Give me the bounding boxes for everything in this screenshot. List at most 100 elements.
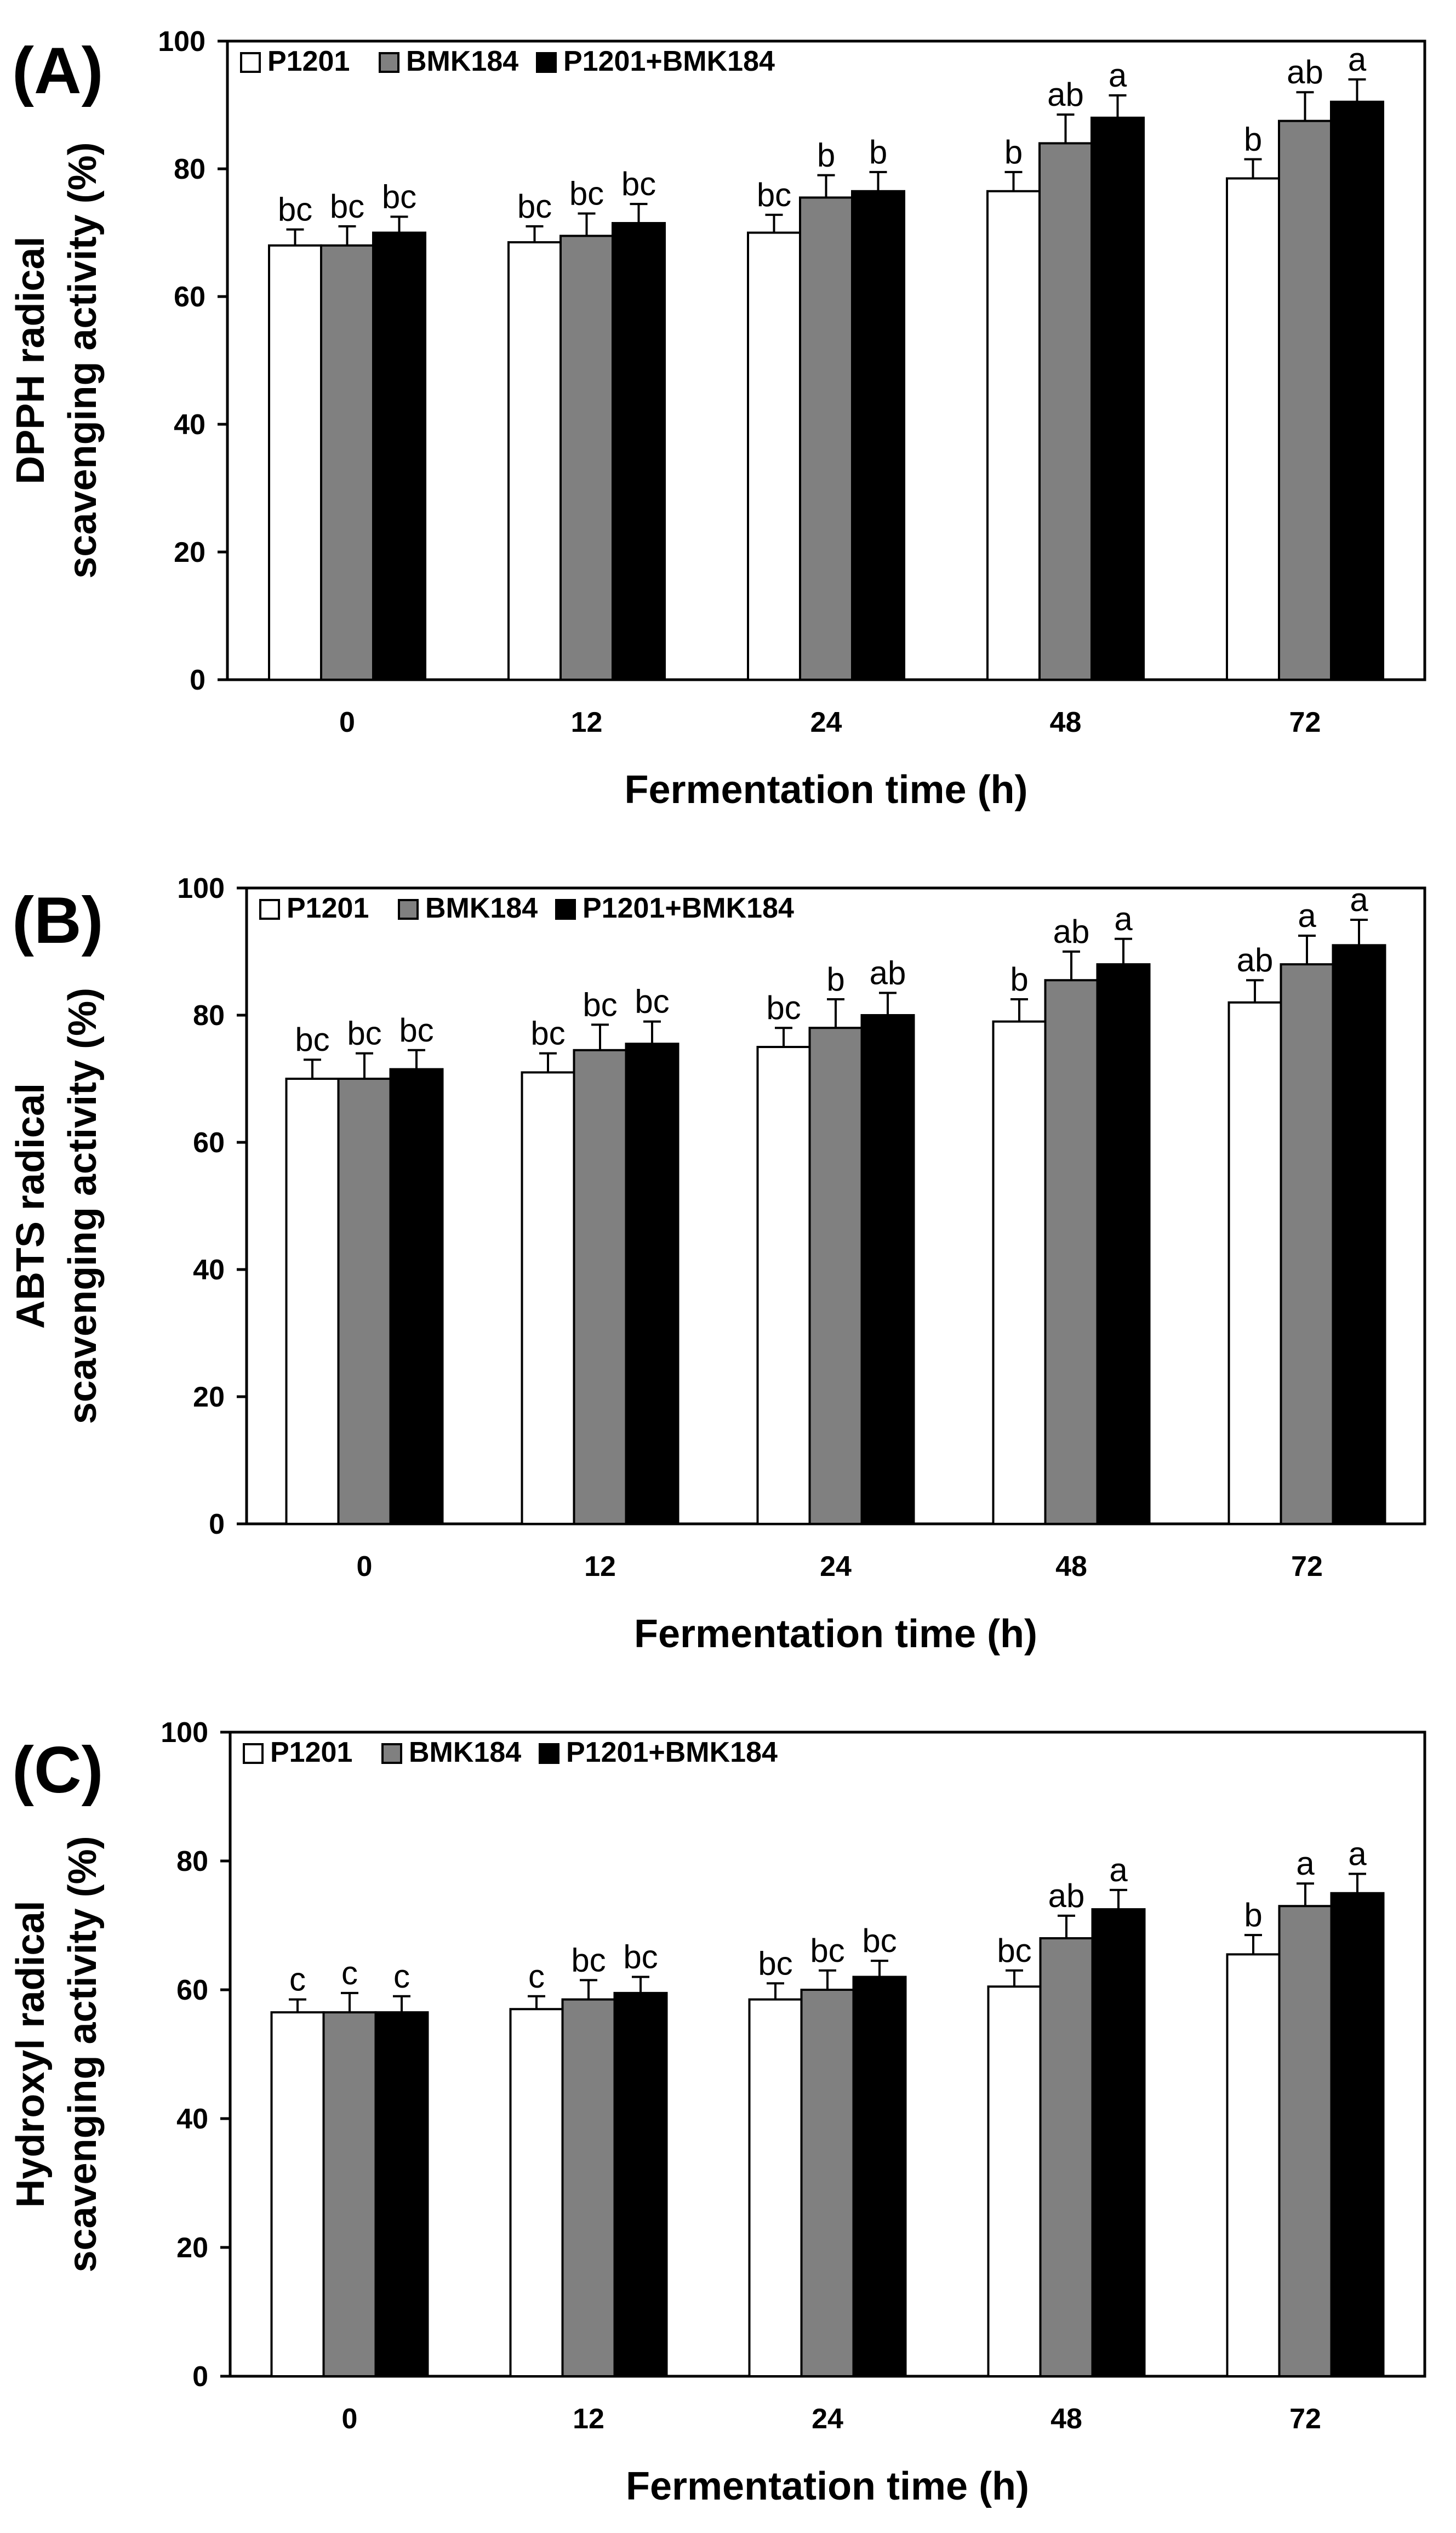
legend-label: P1201+BMK184 [563, 45, 775, 77]
bar-p1201-bmk184-0h [374, 2011, 429, 2377]
significance-letter: a [1350, 881, 1368, 918]
significance-letter: bc [635, 983, 669, 1020]
x-tick-label: 0 [339, 707, 355, 738]
significance-letter: bc [382, 178, 416, 215]
y-tick-label: 80 [193, 1000, 225, 1032]
bar-p1201-24h [756, 1046, 811, 1525]
bar-p1201-0h [270, 2011, 325, 2377]
y-axis-title-line: scavenging activity (%) [61, 142, 105, 578]
significance-letter: ab [1287, 54, 1323, 90]
y-axis-title-line: DPPH radical [9, 236, 53, 484]
y-tick-label: 0 [190, 664, 205, 696]
significance-letter: bc [997, 1932, 1031, 1969]
bar-p1201-bmk184-48h [1090, 116, 1145, 681]
significance-letter: bc [862, 1922, 897, 1959]
bar-p1201-bmk184-48h [1096, 963, 1151, 1525]
significance-letter: b [1244, 1897, 1262, 1933]
x-axis-title: Fermentation time (h) [624, 768, 1027, 812]
bar-bmk184-24h [808, 1027, 863, 1525]
x-tick-label: 24 [820, 1551, 852, 1583]
x-tick-label: 48 [1050, 707, 1082, 738]
significance-letter: a [1296, 1845, 1315, 1882]
significance-letter: bc [758, 1945, 792, 1982]
significance-letter: bc [623, 1939, 658, 1976]
legend-label: P1201 [270, 1737, 352, 1768]
significance-letter: b [817, 137, 835, 174]
y-tick-label: 0 [209, 1509, 225, 1540]
significance-letter: bc [583, 986, 617, 1023]
y-axis-title-line: Hydroxyl radical [9, 1900, 53, 2207]
bar-bmk184-12h [573, 1049, 627, 1526]
bar-p1201-72h [1226, 177, 1280, 681]
bar-p1201-bmk184-0h [389, 1068, 444, 1525]
legend-swatch [398, 899, 419, 920]
y-tick-label: 100 [158, 26, 205, 58]
bar-p1201-24h [747, 231, 801, 681]
bar-p1201-bmk184-0h [372, 231, 426, 681]
y-axis-title-line: scavenging activity (%) [61, 988, 105, 1424]
y-tick-label: 60 [193, 1127, 225, 1159]
x-tick-label: 72 [1291, 1551, 1323, 1583]
y-tick-label: 20 [193, 1381, 225, 1413]
significance-letter: bc [330, 188, 364, 225]
x-tick-label: 48 [1055, 1551, 1087, 1583]
x-tick-label: 48 [1050, 2403, 1082, 2435]
legend-swatch [381, 1743, 402, 1764]
bar-bmk184-24h [800, 1989, 855, 2377]
bar-bmk184-72h [1278, 119, 1332, 681]
bar-bmk184-48h [1044, 979, 1099, 1525]
chart-panel-3: (C) 0 20 40 60 80 100 0 12 24 48 72 Fermentation tim… [9, 1717, 1426, 2508]
bar-p1201-72h [1227, 1001, 1282, 1526]
significance-letter: bc [571, 1942, 606, 1978]
significance-letter: a [1348, 1836, 1367, 1872]
bar-p1201-bmk184-24h [860, 1014, 915, 1525]
x-tick-label: 72 [1289, 707, 1321, 738]
significance-letter: bc [347, 1015, 381, 1052]
panel-label: (C) [12, 1733, 104, 1807]
bar-bmk184-0h [337, 1078, 392, 1525]
significance-letter: bc [810, 1932, 844, 1969]
x-axis-title: Fermentation time (h) [634, 1612, 1037, 1656]
panel-label: (B) [12, 884, 104, 957]
significance-letter: a [1114, 901, 1133, 937]
x-axis-title: Fermentation time (h) [626, 2464, 1029, 2508]
bar-p1201-bmk184-72h [1332, 944, 1386, 1525]
y-tick-label: 40 [176, 2103, 208, 2135]
significance-letter: a [1348, 41, 1367, 78]
significance-letter: bc [621, 166, 656, 202]
bar-bmk184-0h [322, 2011, 377, 2377]
bar-bmk184-72h [1278, 1905, 1333, 2377]
x-tick-label: 0 [357, 1551, 373, 1583]
x-tick-label: 72 [1289, 2403, 1321, 2435]
significance-letter: b [1010, 961, 1028, 998]
significance-letter: bc [757, 177, 791, 213]
y-tick-label: 100 [177, 873, 225, 904]
legend-swatch [240, 52, 261, 73]
significance-letter: c [393, 1958, 410, 1995]
significance-letter: bc [766, 989, 801, 1026]
legend-label: BMK184 [406, 45, 518, 77]
y-tick-label: 100 [161, 1717, 208, 1749]
bar-bmk184-72h [1280, 963, 1334, 1525]
y-tick-label: 80 [176, 1846, 208, 1877]
significance-letter: c [289, 1961, 306, 1998]
y-tick-label: 80 [174, 153, 205, 185]
significance-letter: ab [1047, 76, 1084, 113]
bar-p1201-0h [268, 244, 322, 681]
legend-label: P1201+BMK184 [566, 1737, 778, 1768]
significance-letter: bc [399, 1012, 433, 1049]
legend-swatch [536, 52, 557, 73]
bar-p1201-12h [509, 2008, 564, 2377]
bar-bmk184-48h [1038, 142, 1093, 681]
significance-letter: a [1109, 1852, 1128, 1888]
significance-letter: bc [295, 1021, 329, 1058]
bar-p1201-bmk184-24h [851, 190, 905, 681]
bar-bmk184-0h [320, 244, 374, 681]
legend-swatch [259, 899, 280, 920]
y-tick-label: 60 [176, 1974, 208, 2006]
legend-swatch [243, 1743, 264, 1764]
significance-letter: b [826, 961, 844, 998]
legend-swatch [555, 899, 576, 920]
legend-label: P1201+BMK184 [583, 892, 794, 924]
significance-letter: b [1004, 134, 1023, 170]
